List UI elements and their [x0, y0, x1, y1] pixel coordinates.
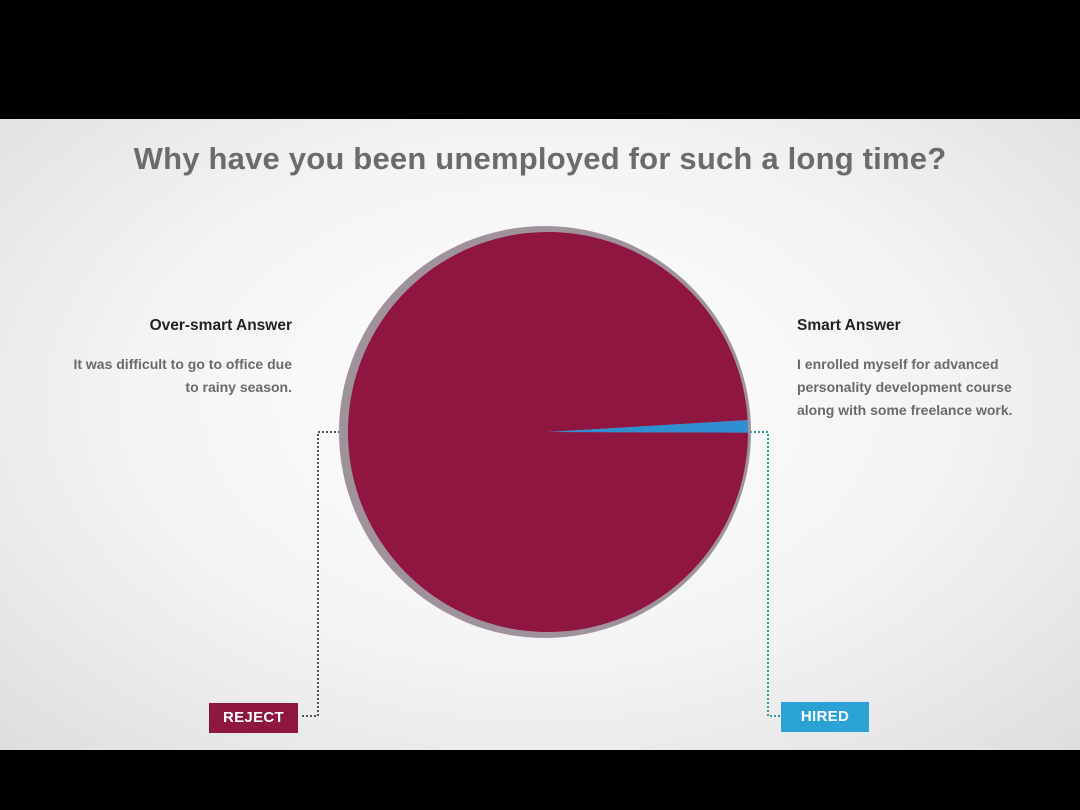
smart-answer-line: personality development course	[797, 379, 1012, 395]
smart-answer-line: along with some freelance work.	[797, 402, 1013, 418]
over-smart-answer-line: It was difficult to go to office due	[73, 356, 292, 372]
over-smart-answer-heading: Over-smart Answer	[149, 317, 292, 334]
smart-answer-heading: Smart Answer	[797, 317, 901, 334]
pie-slice-hired	[548, 420, 748, 433]
reject-badge: REJECT	[209, 703, 298, 733]
pie-chart	[302, 226, 782, 717]
over-smart-answer-text: It was difficult to go to office due to …	[0, 353, 292, 399]
smart-answer-line: I enrolled myself for advanced	[797, 356, 999, 372]
over-smart-answer-line: to rainy season.	[185, 379, 292, 395]
smart-answer-text: I enrolled myself for advanced personali…	[797, 353, 1080, 422]
chart-title: Why have you been unemployed for such a …	[133, 141, 947, 176]
hired-connector-line	[746, 431, 782, 717]
reject-connector-line	[302, 431, 340, 717]
pie-slice-reject	[347, 231, 748, 632]
slide: Why have you been unemployed for such a …	[0, 119, 1080, 750]
hired-badge: HIRED	[781, 702, 869, 732]
